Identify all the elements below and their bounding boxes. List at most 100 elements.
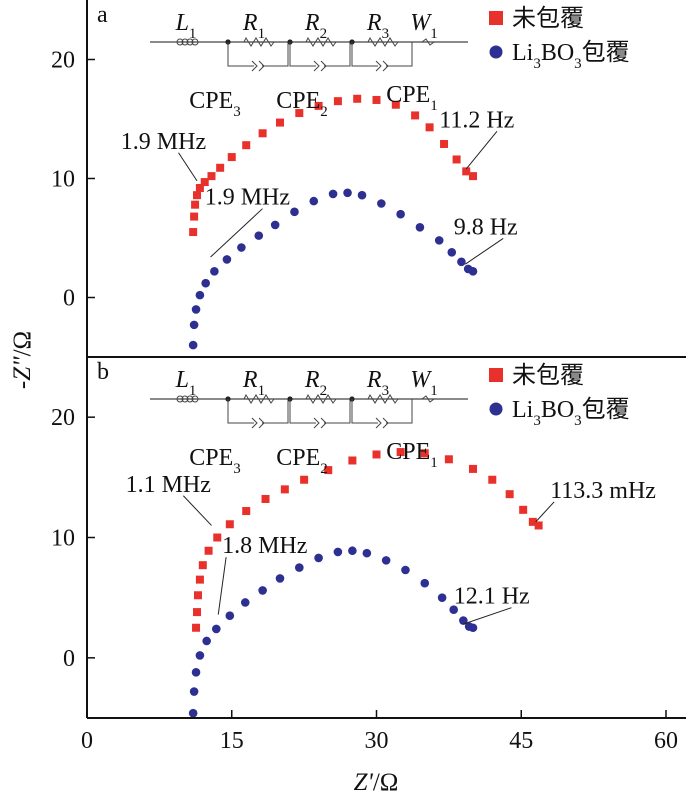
data-point <box>189 228 198 237</box>
data-point <box>324 466 333 475</box>
data-point <box>225 520 234 529</box>
frequency-annotation: 1.9 MHz <box>205 185 290 258</box>
data-point <box>227 153 236 162</box>
annotation-text: 1.9 MHz <box>205 185 290 211</box>
y-tick-label: 20 <box>51 48 75 74</box>
data-point <box>468 623 478 633</box>
x-tick-label: 0 <box>81 728 93 754</box>
circuit-label-r1: R1 <box>242 10 265 42</box>
data-point <box>276 118 284 127</box>
circuit-label-r3: R3 <box>366 10 389 42</box>
equivalent-circuit: L1 R1 R2 R3 W1 CPE3 CPE2 CPE1 <box>150 10 468 120</box>
shared-axes: 0 15 30 45 60 Z'/Ω -Z"/Ω <box>9 0 686 796</box>
annotation-leader <box>210 208 263 258</box>
data-point <box>222 255 232 264</box>
circuit-label-cpe1: CPE1 <box>386 439 438 471</box>
data-point <box>193 191 202 200</box>
data-point <box>240 598 250 607</box>
data-point <box>193 608 202 617</box>
circuit-label-l1: L1 <box>175 367 197 399</box>
circuit-label-w1: W1 <box>410 367 438 399</box>
series-li3bo3-coated <box>188 546 478 718</box>
data-point <box>188 340 198 350</box>
data-point <box>381 556 391 565</box>
data-point <box>415 222 425 232</box>
data-point <box>333 97 342 106</box>
data-point <box>237 243 246 252</box>
data-point <box>462 167 471 176</box>
data-point <box>333 547 343 557</box>
data-point <box>488 475 497 484</box>
data-point <box>309 196 319 206</box>
data-point <box>411 111 420 120</box>
data-point <box>191 200 200 209</box>
data-point <box>440 139 449 148</box>
data-point <box>198 561 207 570</box>
data-point <box>469 172 477 181</box>
legend-marker <box>489 45 503 59</box>
data-point <box>207 172 216 181</box>
frequency-annotation: 11.2 Hz <box>439 107 514 170</box>
data-point <box>362 548 372 558</box>
circuit-label-r2: R2 <box>304 367 327 399</box>
data-point <box>188 708 198 718</box>
data-point <box>258 586 267 595</box>
data-point <box>437 593 447 602</box>
legend: 未包覆 Li3BO3包覆 <box>489 362 630 429</box>
data-point <box>275 574 285 583</box>
data-point <box>425 123 434 132</box>
data-point <box>195 651 205 660</box>
data-point <box>189 320 199 330</box>
data-point <box>343 188 352 198</box>
data-point <box>270 220 280 230</box>
x-axis-title: Z'/Ω <box>354 769 399 796</box>
legend-label: Li3BO3包覆 <box>512 396 630 429</box>
data-point <box>444 455 453 464</box>
circuit-label-cpe3: CPE3 <box>189 88 241 120</box>
data-point <box>457 257 466 267</box>
circuit-label-cpe3: CPE3 <box>189 445 241 477</box>
x-tick-label: 60 <box>654 728 678 754</box>
y-axis-title: -Z"/Ω <box>9 331 36 389</box>
annotation-text: 1.9 MHz <box>121 129 206 155</box>
data-point <box>348 546 357 556</box>
data-point <box>420 449 429 458</box>
circuit-label-cpe1: CPE1 <box>386 82 438 114</box>
data-point <box>200 178 209 187</box>
data-point <box>357 190 367 200</box>
data-point <box>372 95 381 104</box>
data-point <box>396 448 405 457</box>
frequency-annotation: 12.1 Hz <box>454 584 530 625</box>
annotation-leader <box>217 557 227 615</box>
frequency-annotation: 1.8 MHz <box>217 533 307 615</box>
circuit-label-r3: R3 <box>366 367 389 399</box>
data-point <box>434 236 444 245</box>
data-point <box>328 189 338 199</box>
data-point <box>258 129 267 138</box>
y-tick-label: 20 <box>51 405 75 431</box>
equivalent-circuit: L1 R1 R2 R3 W1 CPE3 CPE2 CPE1 <box>150 367 468 477</box>
data-point <box>519 505 528 514</box>
data-point <box>401 565 410 575</box>
frequency-annotation: 1.9 MHz <box>121 129 206 182</box>
data-point <box>190 212 199 221</box>
data-point <box>447 247 457 257</box>
data-point <box>391 100 400 109</box>
x-tick-label: 45 <box>509 728 533 754</box>
annotation-leader <box>464 238 504 265</box>
data-point <box>449 605 459 614</box>
y-tick-label: 0 <box>63 646 75 672</box>
data-point <box>201 278 210 288</box>
circuit-label-cpe2: CPE2 <box>276 445 328 477</box>
data-point <box>202 636 211 646</box>
legend-marker <box>489 368 503 382</box>
legend-label: Li3BO3包覆 <box>512 39 630 72</box>
data-point <box>396 209 405 219</box>
data-point <box>295 563 304 572</box>
data-point <box>191 667 201 677</box>
legend: 未包覆 Li3BO3包覆 <box>489 5 630 72</box>
frequency-annotation: 113.3 mHz <box>535 478 656 523</box>
circuit-label-w1: W1 <box>410 10 438 42</box>
data-point <box>314 553 323 563</box>
data-point <box>459 616 468 625</box>
